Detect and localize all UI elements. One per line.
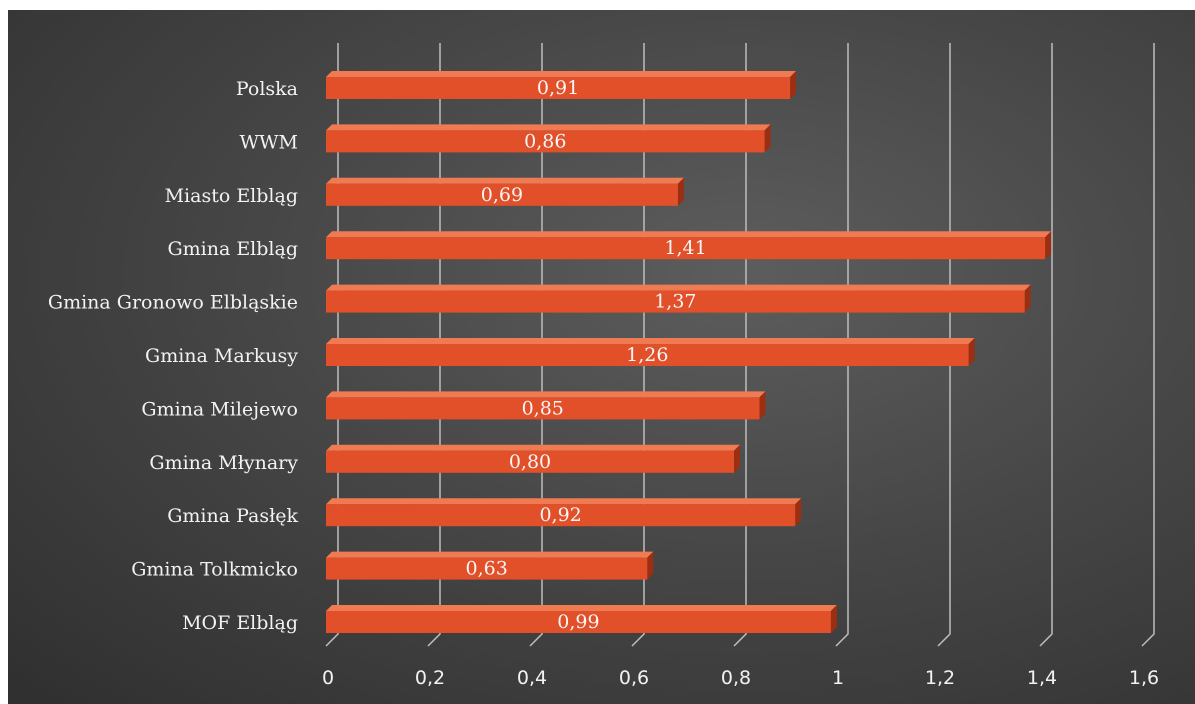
bar-side-face [677,177,684,206]
data-label: 0,86 [524,130,566,152]
data-label: 0,63 [465,558,507,580]
category-label: Polska [236,78,298,100]
bar-front-face [326,504,796,527]
category-label: WWM [239,131,298,153]
x-tick-label: 0,8 [721,667,751,689]
bar-front-face [326,183,678,206]
bar-front-face [326,77,791,99]
x-tick-label: 1,2 [925,667,955,689]
chart-area: 0,91 0,86 0,69 1,41 1,37 1,26 0,85 0,80 0,92 0,63… [8,10,1195,704]
bar-top-face [326,71,797,77]
data-label: 0,91 [537,77,579,99]
bar-side-face [1045,231,1052,260]
data-label: 0,92 [539,504,581,526]
data-label: 0,69 [481,184,523,206]
category-label: Gmina Pasłęk [167,505,298,527]
data-label: 1,26 [626,344,668,366]
category-label: Gmina Markusy [145,345,298,367]
data-label: 0,80 [509,451,551,473]
bar-chart: 0,910,860,691,411,371,260,850,800,920,63… [48,43,1159,689]
data-label: 0,85 [522,397,564,419]
bar-top-face [326,338,975,344]
bar-top-face [326,284,1031,291]
bar-front-face [326,130,765,153]
x-tick-label: 1 [832,667,844,689]
bar-top-face [326,177,684,184]
bar-front-face [326,450,734,473]
bar: 0,80 [326,444,740,473]
bar-top-face [326,391,766,398]
bar-top-face [326,444,740,451]
bar-side-face [759,391,766,420]
bar-front-face [326,611,831,633]
bar: 0,85 [326,391,766,420]
bar: 0,86 [326,124,771,153]
data-label: 1,37 [654,291,696,313]
category-label: Gmina Milejewo [141,398,298,420]
data-label: 0,99 [557,611,599,633]
bar-top-face [326,124,771,131]
bar-top-face [326,231,1052,238]
bars: 0,91 0,86 0,69 1,41 1,37 1,26 0,85 0,80 0,92 0,63… [326,71,1052,633]
x-tick-label: 1,4 [1027,667,1057,689]
bar: 0,69 [326,177,684,206]
bar: 1,41 [326,231,1052,260]
bar-side-face [734,444,740,473]
x-tick-label: 0,2 [415,667,445,689]
category-label: Gmina Młynary [149,452,298,474]
bar-front-face [326,290,1025,313]
x-axis-tick-labels: 0 0,2 0,4 0,6 0,8 1 1,2 1,4 1,6 [322,667,1159,689]
bar-top-face [326,551,654,558]
category-label: Miasto Elbląg [165,185,298,207]
bar-front-face [326,237,1046,260]
category-labels: Polska WWM Miasto Elbląg Gmina Elbląg Gmina … [48,78,299,634]
category-label: Gmina Gronowo Elbląskie [48,292,298,314]
bar-side-face [795,498,802,527]
bar-side-face [764,124,771,153]
gridline [1141,43,1155,647]
x-tick-label: 0,4 [517,667,547,689]
x-tick-label: 0,6 [619,667,649,689]
bar-side-face [1024,284,1031,313]
x-tick-label: 0 [322,667,334,689]
bar: 0,63 [326,551,654,580]
bar-top-face [326,605,837,611]
bar-side-face [790,71,797,99]
category-label: Gmina Elbląg [167,238,298,260]
bar-side-face [830,605,837,633]
bar-side-face [647,551,654,580]
bar: 1,26 [326,338,975,366]
bar: 0,99 [326,605,837,633]
bar-front-face [326,397,760,420]
bar: 0,92 [326,498,802,527]
category-label: Gmina Tolkmicko [131,559,298,581]
data-label: 1,41 [664,237,706,259]
bar: 0,91 [326,71,797,99]
x-tick-label: 1,6 [1129,667,1159,689]
bar-side-face [968,338,975,366]
bar-front-face [326,557,648,580]
bar-top-face [326,498,802,505]
bar: 1,37 [326,284,1031,313]
gridline [1039,43,1053,647]
category-label: MOF Elbląg [182,612,298,634]
bar-front-face [326,344,969,366]
